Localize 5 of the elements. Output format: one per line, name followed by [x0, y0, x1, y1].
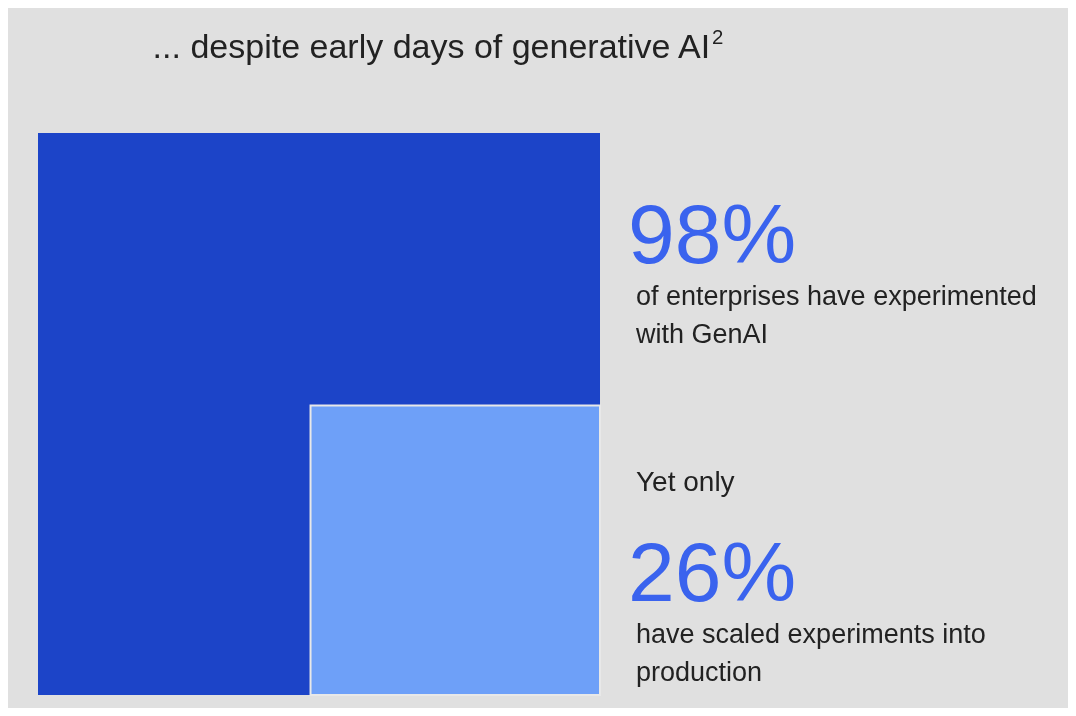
- data-label: 26%: [628, 524, 797, 619]
- text: Yet only: [636, 465, 735, 497]
- category-label: have scaled experiments into production: [636, 618, 986, 687]
- category-label: of enterprises have experimented with GenAI: [635, 281, 1037, 349]
- data-label: 98%: [628, 187, 797, 281]
